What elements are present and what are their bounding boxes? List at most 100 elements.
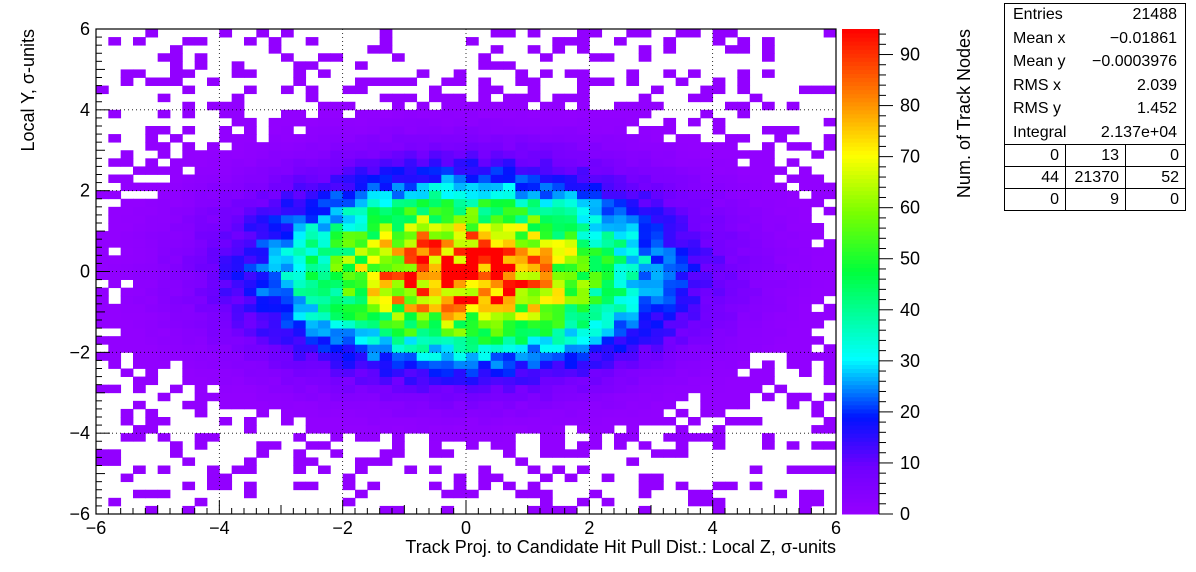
heatmap-cell xyxy=(318,336,331,345)
heatmap-cell xyxy=(503,158,516,167)
heatmap-cell xyxy=(589,190,603,200)
heatmap-cell xyxy=(515,126,529,135)
heatmap-cell xyxy=(404,247,418,256)
heatmap-cell xyxy=(133,328,146,337)
heatmap-cell xyxy=(157,109,171,119)
heatmap-cell xyxy=(663,223,677,232)
heatmap-cell xyxy=(305,384,319,394)
heatmap-cell xyxy=(823,85,837,95)
heatmap-cell xyxy=(429,449,442,458)
heatmap-cell xyxy=(355,134,368,143)
heatmap-cell xyxy=(157,150,171,159)
heatmap-cell xyxy=(404,198,418,208)
heatmap-cell xyxy=(675,29,689,38)
heatmap-cell xyxy=(207,344,220,353)
heatmap-cell xyxy=(749,255,763,264)
heatmap-cell xyxy=(725,263,738,272)
heatmap-cell xyxy=(429,465,442,474)
x-tick-label: 6 xyxy=(831,518,841,538)
palette-swatch xyxy=(842,408,879,414)
heatmap-cell xyxy=(466,206,479,216)
heatmap-cell xyxy=(515,166,529,175)
heatmap-cell xyxy=(540,239,553,248)
heatmap-cell xyxy=(330,166,344,175)
heatmap-cell xyxy=(564,384,578,394)
heatmap-cell xyxy=(466,352,479,361)
heatmap-cell xyxy=(305,214,319,224)
palette-swatch xyxy=(842,364,879,369)
heatmap-cell xyxy=(527,198,541,208)
heatmap-cell xyxy=(503,303,516,313)
palette-swatch xyxy=(842,158,879,163)
heatmap-cell xyxy=(626,263,640,272)
heatmap-cell xyxy=(466,214,479,224)
heatmap-cell xyxy=(589,384,603,394)
heatmap-cell xyxy=(170,166,183,175)
heatmap-cell xyxy=(293,344,307,353)
heatmap-cell xyxy=(527,231,541,240)
heatmap-cell xyxy=(626,174,640,183)
heatmap-cell xyxy=(355,117,368,127)
heatmap-cell xyxy=(478,392,492,402)
heatmap-cell xyxy=(515,182,529,192)
heatmap-cell xyxy=(601,231,615,240)
heatmap-cell xyxy=(552,384,566,394)
heatmap-cell xyxy=(638,206,652,216)
heatmap-cell xyxy=(120,214,134,224)
palette-swatch xyxy=(842,130,879,135)
heatmap-cell xyxy=(453,271,467,280)
heatmap-cell xyxy=(478,206,492,216)
heatmap-cell xyxy=(466,37,479,46)
heatmap-cell xyxy=(133,287,146,297)
heatmap-cell xyxy=(318,287,331,297)
heatmap-cell xyxy=(404,166,418,175)
heatmap-cell xyxy=(256,311,270,321)
stat-row-rms-x: RMS x 2.039 xyxy=(1005,75,1185,99)
heatmap-cell xyxy=(219,29,233,38)
heatmap-cell xyxy=(589,392,603,402)
heatmap-cell xyxy=(453,198,467,208)
heatmap-cell xyxy=(355,214,368,224)
heatmap-cell xyxy=(170,255,183,264)
heatmap-cell xyxy=(490,303,504,313)
heatmap-cell xyxy=(379,336,393,345)
heatmap-cell xyxy=(577,320,590,329)
heatmap-cell xyxy=(305,174,319,183)
heatmap-cell xyxy=(293,109,307,119)
heatmap-cell xyxy=(712,376,726,386)
palette-swatch xyxy=(842,340,879,345)
heatmap-cell xyxy=(663,142,677,151)
heatmap-cell xyxy=(367,109,381,119)
heatmap-cell xyxy=(589,109,603,119)
heatmap-cell xyxy=(281,158,294,167)
heatmap-cell xyxy=(231,336,245,345)
heatmap-cell xyxy=(725,182,738,192)
heatmap-cell xyxy=(416,247,430,256)
heatmap-cell xyxy=(145,425,159,434)
heatmap-cell xyxy=(305,417,319,426)
heatmap-cell xyxy=(355,328,368,337)
heatmap-cell xyxy=(367,166,381,175)
overflow-cell: 9 xyxy=(1066,189,1126,210)
heatmap-cell xyxy=(577,101,590,111)
heatmap-cell xyxy=(170,344,183,353)
heatmap-cell xyxy=(675,392,689,402)
heatmap-cell xyxy=(503,150,516,159)
heatmap-cell xyxy=(552,400,566,410)
heatmap-cell xyxy=(651,166,664,175)
heatmap-cell xyxy=(700,392,714,402)
heatmap-cell xyxy=(688,360,701,369)
heatmap-cell xyxy=(268,166,282,175)
heatmap-cell xyxy=(244,384,257,394)
heatmap-cell xyxy=(416,166,430,175)
heatmap-cell xyxy=(281,142,294,151)
heatmap-cell xyxy=(700,384,714,394)
heatmap-cell xyxy=(256,29,270,38)
heatmap-cell xyxy=(157,360,171,369)
heatmap-cell xyxy=(601,214,615,224)
heatmap-cell xyxy=(527,45,541,54)
heatmap-cell xyxy=(786,336,800,345)
stat-row-rms-y: RMS y 1.452 xyxy=(1005,98,1185,122)
heatmap-cell xyxy=(268,231,282,240)
heatmap-cell xyxy=(219,328,233,337)
